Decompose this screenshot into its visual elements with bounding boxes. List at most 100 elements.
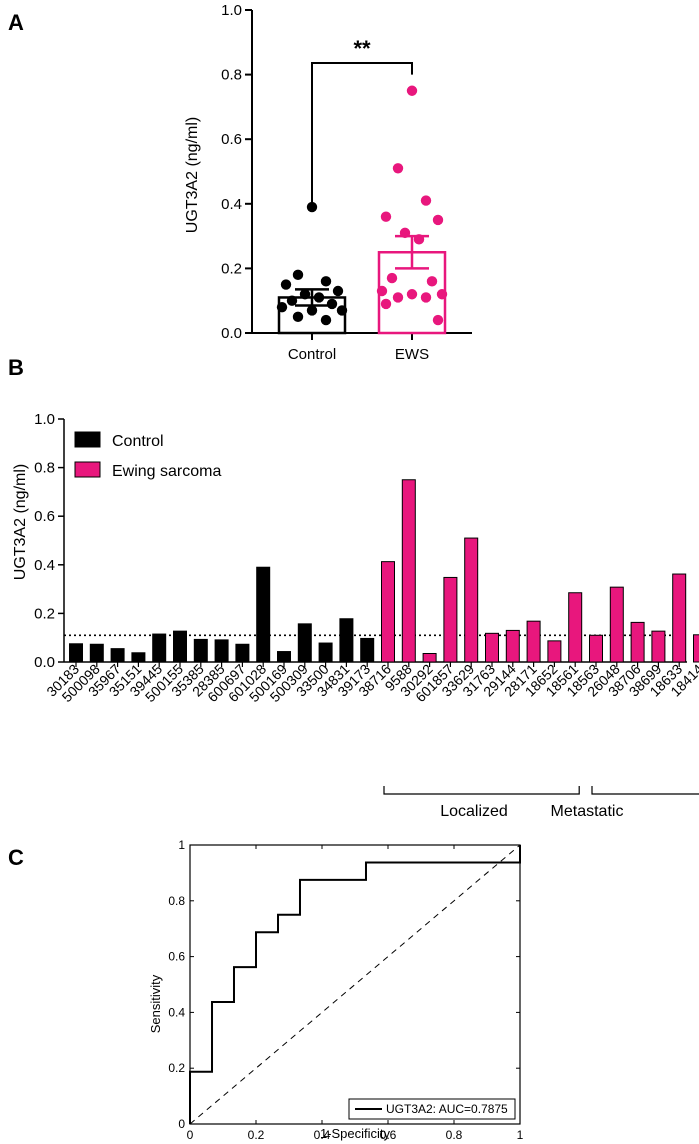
data-point-control — [320, 276, 332, 287]
roc-xtick-label: 0 — [187, 1128, 194, 1142]
panel-a-ytick-label: 0.0 — [221, 325, 242, 342]
bar-sample-33629 — [464, 537, 479, 663]
data-point-ews — [436, 289, 448, 300]
panel-b-ylabel: UGT3A2 (ng/ml) — [12, 464, 29, 580]
bar-sample-33500 — [318, 642, 333, 663]
panel-b-ytick-label: 0.6 — [34, 508, 55, 525]
data-point-control — [306, 201, 318, 213]
panel-a-ytick-label: 0.2 — [221, 260, 242, 277]
panel-a-xtick-label: Control — [288, 346, 336, 363]
bar-sample-39173 — [360, 637, 375, 663]
bar-sample-26048 — [609, 586, 624, 663]
bar-sample-39445 — [152, 633, 167, 663]
bar-sample-30183 — [69, 643, 83, 663]
bar-sample-18561 — [568, 592, 583, 663]
panel-c-chart: 1-Specificity Sensitivity UGT3A2: AUC=0.… — [148, 838, 524, 1142]
bar-sample-38706 — [630, 621, 645, 663]
roc-ytick-label: 0.6 — [168, 950, 185, 964]
bar-sample-29144 — [505, 629, 520, 663]
data-point-ews — [420, 292, 432, 303]
roc-ytick-label: 0.8 — [168, 894, 185, 908]
roc-ytick-label: 1 — [178, 838, 185, 852]
data-point-ews — [380, 298, 392, 310]
group-label-metastatic: Metastatic — [551, 803, 624, 820]
legend-label-control: Control — [112, 433, 164, 450]
data-point-control — [292, 311, 304, 323]
panel-b-ytick-label: 0.4 — [34, 557, 55, 574]
panel-a-ytick-label: 0.8 — [221, 67, 242, 84]
bar-sample-601028 — [256, 566, 271, 663]
data-point-control — [286, 295, 298, 306]
panel-a-ytick-label: 0.4 — [221, 196, 242, 213]
roc-xtick-label: 0.8 — [446, 1128, 463, 1142]
bar-sample-500309 — [297, 623, 312, 663]
roc-plot-frame — [189, 844, 521, 1125]
roc-xtick-label: 0.4 — [314, 1128, 331, 1142]
data-point-ews — [406, 85, 418, 96]
data-point-control — [299, 289, 311, 300]
data-point-ews — [420, 195, 432, 206]
bar-sample-500169 — [277, 651, 291, 663]
data-point-control — [292, 269, 304, 281]
roc-ytick-label: 0 — [178, 1117, 185, 1131]
data-point-ews — [380, 211, 392, 222]
data-point-ews — [399, 227, 411, 239]
roc-ytick-label: 0.2 — [168, 1061, 185, 1075]
roc-chance-diagonal — [189, 844, 521, 1125]
data-point-control — [332, 285, 344, 297]
bar-sample-34831 — [339, 618, 354, 663]
data-point-control — [320, 314, 332, 326]
panel-c-label: C — [8, 845, 24, 870]
localized-bracket — [383, 786, 580, 795]
significance-bracket — [311, 62, 413, 204]
bar-sample-18652 — [547, 640, 562, 663]
panel-a-ylabel: UGT3A2 (ng/ml) — [184, 117, 201, 233]
panel-b-chart: UGT3A2 (ng/ml) Control Ewing sarcoma Loc… — [12, 411, 699, 820]
bar-sample-31763 — [485, 632, 499, 663]
data-point-ews — [432, 314, 444, 326]
bar-sample-30292 — [422, 652, 437, 663]
bar-sample-28171 — [526, 620, 541, 663]
bar-sample-601857 — [443, 576, 458, 663]
panel-b-label: B — [8, 355, 24, 380]
legend-swatch-ewing — [74, 461, 101, 478]
bar-sample-600697 — [235, 643, 250, 663]
legend-label-ewing: Ewing sarcoma — [112, 463, 221, 480]
bar-sample-18414 — [693, 634, 699, 663]
bar-sample-35151 — [131, 652, 146, 663]
roc-ylabel: Sensitivity — [148, 974, 163, 1033]
data-point-ews — [432, 214, 444, 226]
bar-sample-28385 — [214, 639, 229, 663]
panel-b-ytick-label: 0.0 — [34, 654, 55, 671]
panel-a-ytick-label: 0.6 — [221, 131, 242, 148]
panel-a-xtick-label: EWS — [395, 346, 429, 363]
data-point-ews — [413, 234, 425, 245]
data-point-ews — [376, 285, 388, 297]
significance-marker: ** — [353, 36, 371, 61]
bar-sample-9588 — [401, 479, 416, 663]
data-point-control — [336, 305, 348, 316]
group-label-localized: Localized — [440, 803, 508, 820]
data-point-control — [280, 279, 292, 290]
roc-xtick-label: 1 — [517, 1128, 524, 1142]
legend-swatch-control — [74, 431, 101, 448]
metastatic-bracket — [591, 786, 699, 795]
roc-ytick-label: 0.4 — [168, 1005, 185, 1019]
data-point-ews — [406, 289, 418, 300]
data-point-control — [306, 305, 318, 316]
data-point-control — [313, 292, 325, 303]
roc-curve — [189, 845, 521, 1124]
roc-legend-box — [348, 1098, 516, 1120]
data-point-ews — [426, 276, 438, 287]
bar-sample-18563 — [589, 634, 603, 663]
data-point-control — [276, 301, 288, 313]
data-point-ews — [386, 272, 398, 284]
bar-sample-18633 — [672, 573, 687, 663]
bar-sample-500155 — [173, 630, 187, 663]
bar-sample-500098 — [89, 643, 104, 663]
data-point-ews — [392, 163, 404, 174]
panel-a-ytick-label: 1.0 — [221, 2, 242, 19]
bar-sample-35385 — [193, 638, 208, 663]
bar-sample-38716 — [381, 561, 395, 663]
